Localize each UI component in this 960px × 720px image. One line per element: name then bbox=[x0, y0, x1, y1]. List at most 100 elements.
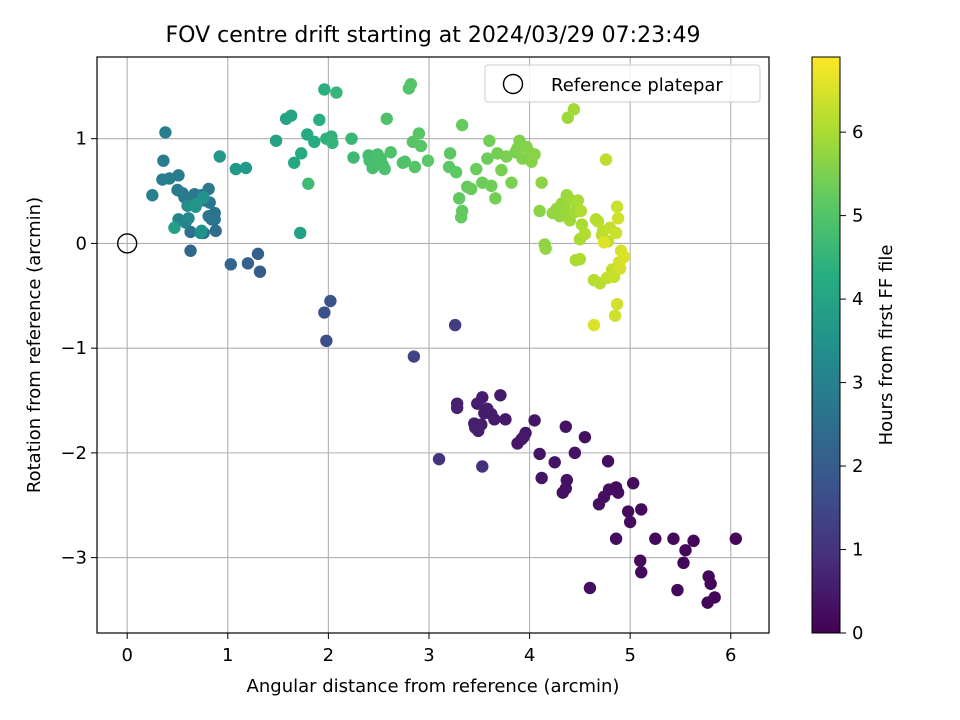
colorbar bbox=[811, 56, 841, 634]
data-point bbox=[324, 294, 337, 308]
data-point bbox=[621, 505, 635, 518]
data-point bbox=[535, 176, 548, 189]
data-point bbox=[380, 112, 393, 125]
data-point bbox=[269, 134, 283, 147]
data-point bbox=[318, 83, 331, 96]
data-point bbox=[558, 203, 571, 217]
data-point bbox=[592, 497, 606, 511]
colorbar-label: Hours from first FF file bbox=[876, 245, 897, 446]
data-point bbox=[253, 265, 267, 278]
data-point bbox=[568, 446, 582, 460]
data-point bbox=[635, 503, 648, 516]
colorbar-tick-label: 4 bbox=[852, 289, 863, 310]
x-tick-label: 2 bbox=[323, 645, 334, 666]
data-points bbox=[146, 78, 743, 609]
legend-marker-icon bbox=[502, 73, 524, 95]
data-point bbox=[597, 236, 611, 249]
data-point bbox=[224, 258, 237, 271]
data-point bbox=[454, 211, 468, 224]
x-tick-label: 5 bbox=[624, 645, 635, 666]
data-point bbox=[610, 297, 624, 311]
data-point bbox=[450, 401, 464, 415]
data-point bbox=[443, 147, 457, 160]
data-point bbox=[571, 194, 585, 207]
data-point bbox=[679, 544, 692, 557]
colorbar-tick-label: 3 bbox=[852, 373, 863, 394]
data-point bbox=[485, 179, 498, 193]
data-point bbox=[617, 250, 631, 264]
legend-label: Reference platepar bbox=[551, 75, 723, 96]
colorbar-tick-label: 1 bbox=[852, 540, 863, 561]
data-point bbox=[489, 192, 502, 205]
data-point bbox=[583, 581, 597, 595]
x-tick-label: 6 bbox=[725, 645, 736, 666]
data-point bbox=[539, 242, 552, 255]
data-point bbox=[326, 136, 339, 150]
data-point bbox=[213, 150, 226, 163]
x-tick-label: 0 bbox=[121, 645, 132, 666]
data-point bbox=[677, 556, 690, 570]
data-point bbox=[421, 154, 435, 167]
data-point bbox=[591, 215, 605, 228]
data-point bbox=[649, 532, 662, 545]
data-point bbox=[533, 204, 546, 218]
data-point bbox=[626, 477, 640, 490]
data-point bbox=[578, 227, 592, 241]
data-point bbox=[146, 189, 159, 202]
colorbar-tick-label: 0 bbox=[852, 623, 863, 644]
colorbar-ticks: 0 1 2 3 4 5 6 bbox=[840, 122, 863, 644]
data-point bbox=[330, 86, 343, 99]
data-point bbox=[729, 532, 743, 545]
data-point bbox=[548, 456, 561, 469]
data-point bbox=[318, 306, 331, 319]
data-point bbox=[202, 209, 215, 223]
data-point bbox=[189, 200, 202, 213]
data-point bbox=[634, 554, 647, 567]
data-point bbox=[623, 515, 637, 529]
data-point bbox=[567, 103, 581, 116]
data-point bbox=[184, 225, 197, 239]
colorbar-tick-label: 5 bbox=[852, 206, 863, 227]
data-point bbox=[465, 182, 478, 196]
data-point bbox=[412, 127, 426, 140]
data-point bbox=[251, 247, 265, 261]
data-point bbox=[599, 153, 613, 166]
data-point bbox=[528, 414, 541, 427]
data-point bbox=[533, 447, 546, 461]
y-axis-ticks: −3 −2 −1 0 1 bbox=[60, 129, 97, 569]
data-point bbox=[478, 406, 491, 420]
data-point bbox=[197, 191, 210, 204]
data-point bbox=[313, 113, 326, 127]
data-point bbox=[476, 460, 489, 473]
data-point bbox=[494, 389, 507, 402]
y-tick-label: −2 bbox=[60, 443, 87, 464]
data-point bbox=[667, 532, 680, 545]
data-point bbox=[499, 413, 512, 426]
data-point bbox=[157, 154, 170, 167]
data-point bbox=[345, 132, 358, 145]
data-point bbox=[575, 218, 589, 231]
data-point bbox=[366, 161, 379, 175]
data-point bbox=[701, 596, 714, 609]
colorbar-tick-label: 2 bbox=[852, 456, 863, 477]
reference-marker-group bbox=[116, 233, 138, 254]
data-point bbox=[432, 452, 446, 466]
x-tick-label: 3 bbox=[423, 645, 434, 666]
y-tick-label: 1 bbox=[76, 129, 87, 150]
data-point bbox=[481, 152, 494, 165]
data-point bbox=[704, 577, 717, 590]
reference-platepar-marker bbox=[116, 233, 138, 254]
data-point bbox=[671, 583, 684, 597]
data-point bbox=[229, 162, 243, 176]
data-point bbox=[471, 397, 484, 410]
data-point bbox=[287, 156, 301, 169]
data-point bbox=[611, 212, 625, 225]
data-point bbox=[408, 160, 422, 174]
data-point bbox=[398, 155, 412, 168]
data-point bbox=[608, 309, 622, 322]
chart-title: FOV centre drift starting at 2024/03/29 … bbox=[166, 23, 701, 48]
data-point bbox=[378, 162, 391, 176]
data-point bbox=[610, 200, 624, 213]
data-point bbox=[448, 318, 462, 332]
